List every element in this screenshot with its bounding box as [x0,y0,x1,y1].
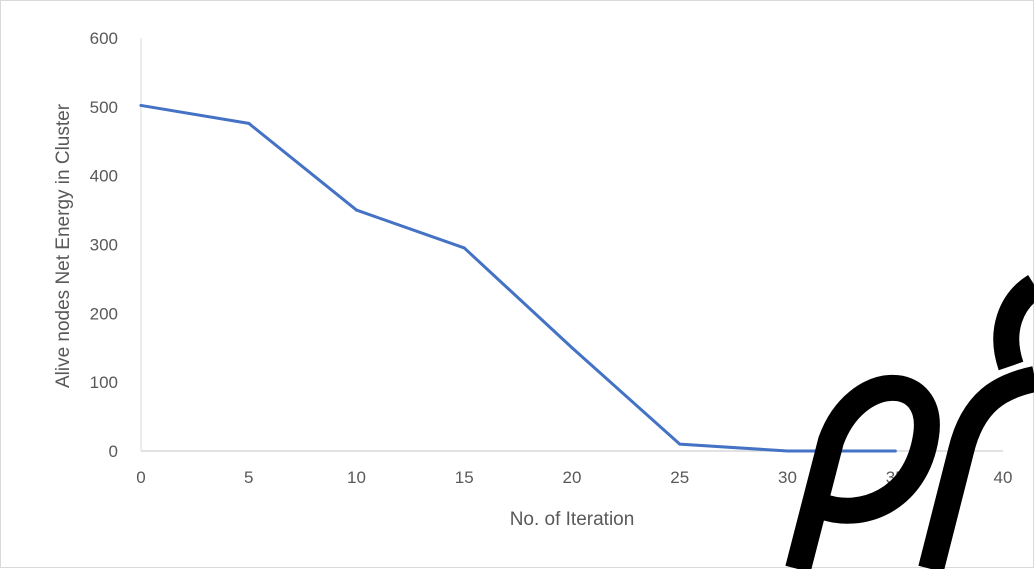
x-tick-label: 5 [244,468,253,487]
data-point [247,121,251,125]
x-axis-title: No. of Iteration [510,509,635,530]
x-tick-label: 10 [347,468,366,487]
x-tick-label: 20 [563,468,582,487]
y-tick-label: 200 [90,304,118,323]
y-tick-label: 500 [90,98,118,117]
series-line [139,103,897,453]
y-tick-label: 400 [90,167,118,186]
y-tick-label: 100 [90,373,118,392]
data-point [355,208,358,212]
watermark-shape [785,274,1034,569]
x-tick-label: 0 [136,468,145,487]
x-tick-label: 30 [778,468,797,487]
y-axis-title: Alive nodes Net Energy in Cluster [53,103,74,388]
data-point [893,449,897,453]
data-point [139,103,143,107]
y-tick-labels: 0 100 200 300 400 500 600 [90,29,118,461]
data-point [570,346,574,350]
x-tick-label: 25 [670,468,689,487]
y-tick-label: 600 [90,29,118,48]
series-group [139,103,897,453]
y-tick-label: 0 [109,442,118,461]
data-point [462,246,466,250]
x-tick-label: 15 [455,468,474,487]
x-tick-label: 40 [994,468,1013,487]
x-tick-labels: 0 5 10 15 20 25 30 35 40 [136,468,1012,487]
data-point [786,449,789,453]
data-point [678,442,682,446]
y-tick-label: 300 [90,236,118,255]
